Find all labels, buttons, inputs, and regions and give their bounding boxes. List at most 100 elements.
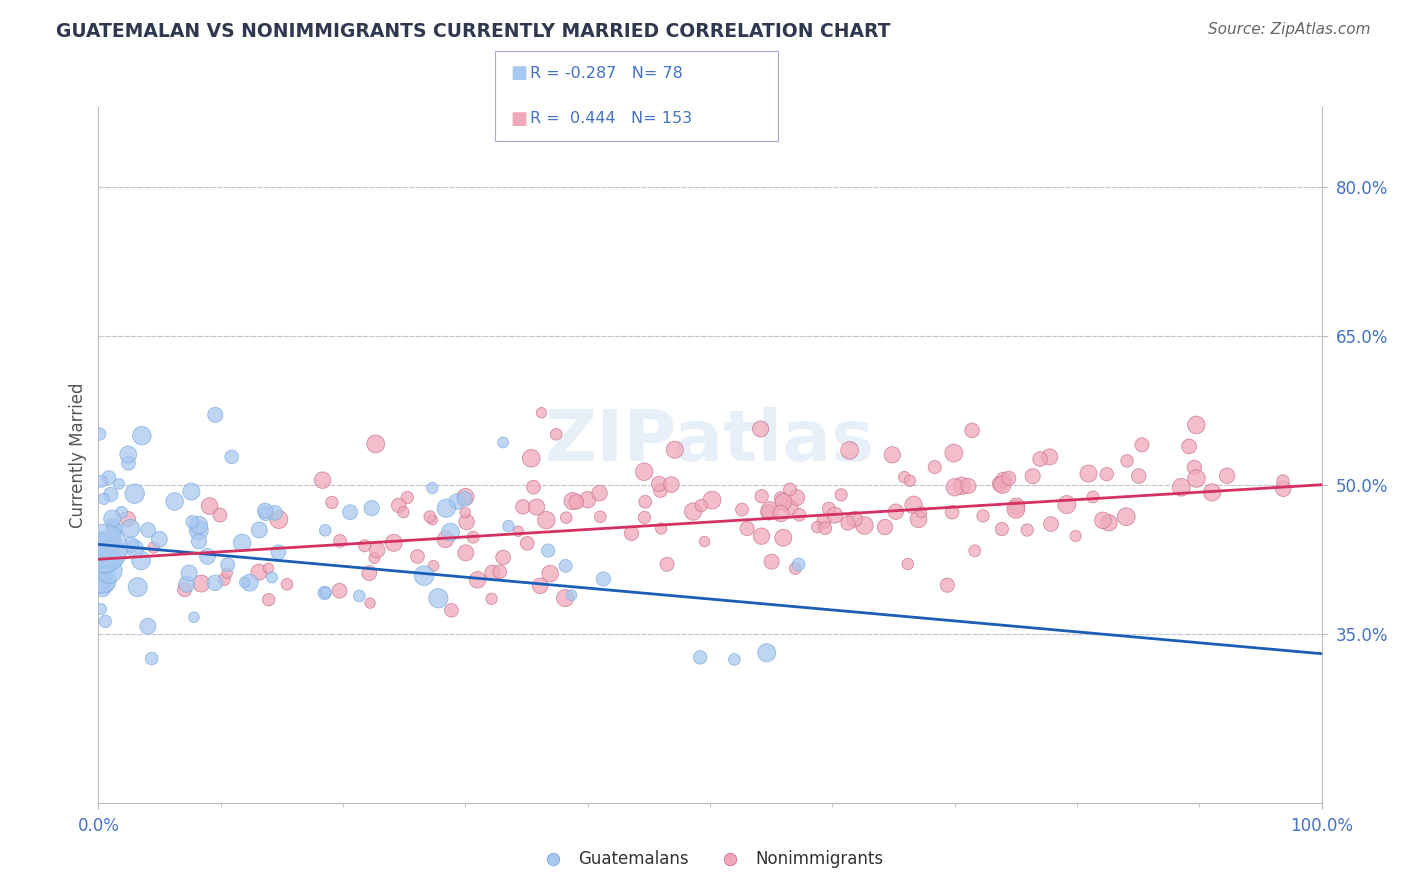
Point bbox=[682, 504, 704, 518]
Point bbox=[634, 495, 657, 509]
Point bbox=[772, 531, 794, 545]
Point bbox=[392, 505, 415, 519]
Point bbox=[439, 525, 461, 540]
Point bbox=[353, 539, 375, 553]
Legend: Guatemalans, Nonimmigrants: Guatemalans, Nonimmigrants bbox=[530, 843, 890, 874]
Point bbox=[173, 582, 195, 597]
Point bbox=[267, 512, 290, 526]
Point bbox=[942, 446, 965, 460]
Point bbox=[208, 508, 231, 522]
Point bbox=[204, 575, 226, 590]
Point bbox=[1081, 490, 1104, 504]
Point bbox=[187, 518, 209, 533]
Point bbox=[1091, 513, 1114, 527]
Point bbox=[141, 651, 163, 665]
Point bbox=[93, 491, 115, 506]
Point bbox=[806, 520, 828, 534]
Point bbox=[1216, 468, 1239, 483]
Point bbox=[446, 494, 468, 508]
Point bbox=[526, 500, 548, 515]
Point bbox=[254, 506, 277, 520]
Point bbox=[176, 577, 198, 591]
Point bbox=[1017, 523, 1039, 537]
Point bbox=[91, 567, 114, 582]
Point bbox=[204, 408, 226, 422]
Point bbox=[779, 500, 801, 515]
Point bbox=[339, 505, 361, 519]
Point bbox=[467, 573, 489, 587]
Point bbox=[1201, 485, 1223, 500]
Point bbox=[588, 486, 610, 500]
Point bbox=[217, 558, 239, 572]
Point bbox=[422, 513, 444, 527]
Point bbox=[897, 557, 920, 571]
Point bbox=[396, 491, 419, 505]
Point bbox=[419, 509, 441, 524]
Point bbox=[1098, 516, 1121, 530]
Point bbox=[993, 473, 1015, 487]
Point bbox=[690, 499, 713, 513]
Point bbox=[231, 536, 253, 550]
Point bbox=[873, 520, 896, 534]
Point bbox=[1185, 417, 1208, 432]
Point bbox=[247, 523, 270, 537]
Point bbox=[124, 486, 146, 500]
Point bbox=[910, 505, 932, 519]
Point bbox=[91, 573, 114, 587]
Point bbox=[221, 450, 243, 464]
Point bbox=[388, 499, 411, 513]
Point bbox=[188, 534, 211, 549]
Point bbox=[779, 483, 801, 497]
Point bbox=[181, 515, 204, 529]
Point bbox=[1271, 474, 1294, 488]
Text: ■: ■ bbox=[510, 110, 527, 128]
Point bbox=[142, 541, 165, 555]
Point bbox=[824, 508, 846, 523]
Point bbox=[260, 570, 283, 584]
Point bbox=[650, 522, 672, 536]
Point bbox=[314, 524, 336, 538]
Point bbox=[87, 538, 110, 552]
Text: GUATEMALAN VS NONIMMIGRANTS CURRENTLY MARRIED CORRELATION CHART: GUATEMALAN VS NONIMMIGRANTS CURRENTLY MA… bbox=[56, 22, 891, 41]
Point bbox=[264, 506, 287, 520]
Point bbox=[530, 406, 553, 420]
Point bbox=[97, 470, 120, 484]
Point bbox=[1005, 500, 1028, 514]
Point bbox=[761, 555, 783, 569]
Point bbox=[136, 619, 159, 633]
Point bbox=[359, 566, 381, 581]
Point bbox=[723, 652, 745, 666]
Point bbox=[1185, 471, 1208, 485]
Point bbox=[314, 585, 336, 599]
Point bbox=[239, 575, 262, 590]
Point bbox=[100, 558, 122, 573]
Point bbox=[314, 586, 336, 600]
Point bbox=[1170, 480, 1192, 494]
Point bbox=[991, 522, 1014, 536]
Point bbox=[101, 537, 124, 551]
Point bbox=[197, 549, 219, 564]
Point bbox=[735, 521, 758, 535]
Point bbox=[536, 513, 558, 527]
Point bbox=[1005, 502, 1028, 516]
Point bbox=[554, 591, 576, 606]
Point bbox=[1128, 469, 1150, 483]
Point bbox=[884, 505, 907, 519]
Point bbox=[1021, 469, 1043, 483]
Point bbox=[111, 506, 134, 520]
Point bbox=[129, 553, 152, 567]
Point bbox=[93, 547, 115, 561]
Point bbox=[212, 573, 235, 587]
Point bbox=[963, 544, 986, 558]
Point bbox=[648, 476, 671, 491]
Point bbox=[136, 523, 159, 537]
Point bbox=[950, 479, 973, 493]
Point bbox=[120, 521, 142, 535]
Point bbox=[98, 534, 121, 549]
Point bbox=[183, 610, 205, 624]
Point bbox=[1056, 498, 1078, 512]
Point bbox=[772, 495, 794, 509]
Point bbox=[349, 589, 371, 603]
Point bbox=[988, 476, 1011, 491]
Point bbox=[529, 579, 551, 593]
